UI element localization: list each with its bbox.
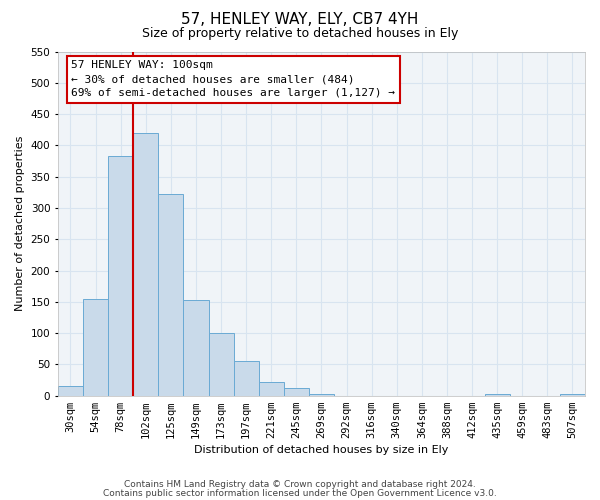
Bar bbox=[485, 394, 510, 396]
Bar bbox=[309, 394, 334, 396]
Bar bbox=[83, 298, 108, 396]
Text: 57, HENLEY WAY, ELY, CB7 4YH: 57, HENLEY WAY, ELY, CB7 4YH bbox=[181, 12, 419, 28]
X-axis label: Distribution of detached houses by size in Ely: Distribution of detached houses by size … bbox=[194, 445, 449, 455]
Text: Size of property relative to detached houses in Ely: Size of property relative to detached ho… bbox=[142, 28, 458, 40]
Text: 57 HENLEY WAY: 100sqm
← 30% of detached houses are smaller (484)
69% of semi-det: 57 HENLEY WAY: 100sqm ← 30% of detached … bbox=[71, 60, 395, 98]
Bar bbox=[58, 386, 83, 396]
Bar bbox=[233, 362, 259, 396]
Bar bbox=[108, 156, 133, 396]
Text: Contains HM Land Registry data © Crown copyright and database right 2024.: Contains HM Land Registry data © Crown c… bbox=[124, 480, 476, 489]
Bar bbox=[284, 388, 309, 396]
Bar bbox=[184, 300, 209, 396]
Bar bbox=[259, 382, 284, 396]
Bar bbox=[133, 133, 158, 396]
Bar bbox=[560, 394, 585, 396]
Y-axis label: Number of detached properties: Number of detached properties bbox=[15, 136, 25, 312]
Text: Contains public sector information licensed under the Open Government Licence v3: Contains public sector information licen… bbox=[103, 490, 497, 498]
Bar bbox=[158, 194, 184, 396]
Bar bbox=[209, 333, 233, 396]
